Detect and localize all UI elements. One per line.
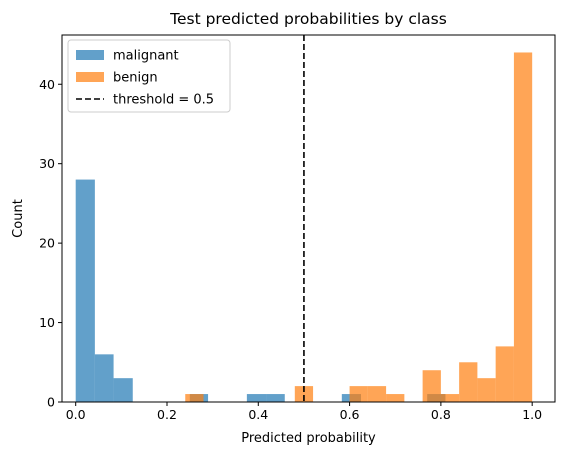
benign-bar bbox=[513, 52, 533, 402]
malignant-bar bbox=[94, 354, 114, 402]
x-tick-label: 1.0 bbox=[522, 407, 542, 422]
x-axis: 0.0 0.2 0.4 0.6 0.8 1.0 bbox=[66, 402, 542, 422]
benign-bar bbox=[495, 346, 514, 402]
y-tick-label: 40 bbox=[39, 77, 55, 92]
legend-box bbox=[67, 39, 231, 113]
series-malignant bbox=[75, 179, 446, 402]
benign-bar bbox=[477, 378, 496, 402]
legend: malignant benign threshold = 0.5 bbox=[67, 39, 231, 113]
legend-label: threshold = 0.5 bbox=[113, 93, 214, 108]
benign-bar bbox=[440, 394, 460, 402]
benign-bar bbox=[294, 386, 314, 402]
x-tick-label: 0.4 bbox=[248, 407, 268, 422]
benign-bar bbox=[459, 362, 478, 402]
x-tick-label: 0.6 bbox=[340, 407, 360, 422]
benign-bar bbox=[367, 386, 387, 402]
x-tick-label: 0.2 bbox=[157, 407, 177, 422]
benign-bar bbox=[185, 394, 204, 402]
legend-swatch-benign bbox=[76, 72, 104, 82]
x-tick-label: 0.0 bbox=[66, 407, 86, 422]
plot-area bbox=[75, 35, 533, 402]
chart-title: Test predicted probabilities by class bbox=[169, 10, 447, 28]
benign-bar bbox=[386, 394, 405, 402]
axes-frame bbox=[61, 34, 556, 403]
malignant-bar bbox=[266, 394, 285, 402]
malignant-bar bbox=[246, 394, 267, 402]
y-tick-label: 20 bbox=[39, 236, 55, 251]
legend-label: benign bbox=[113, 71, 158, 86]
malignant-bar bbox=[113, 378, 133, 402]
benign-bar bbox=[349, 386, 368, 402]
y-tick-label: 30 bbox=[39, 156, 55, 171]
series-benign bbox=[185, 52, 533, 402]
y-tick-label: 0 bbox=[47, 395, 55, 410]
legend-label: malignant bbox=[113, 49, 179, 64]
malignant-bar bbox=[75, 179, 95, 402]
x-axis-label: Predicted probability bbox=[241, 431, 376, 446]
x-tick-label: 0.8 bbox=[431, 407, 451, 422]
y-axis-label: Count bbox=[11, 199, 26, 238]
y-tick-label: 10 bbox=[39, 315, 55, 330]
y-axis: 0 10 20 30 40 bbox=[39, 77, 62, 410]
benign-bar bbox=[422, 370, 441, 402]
legend-swatch-malignant bbox=[76, 50, 104, 60]
